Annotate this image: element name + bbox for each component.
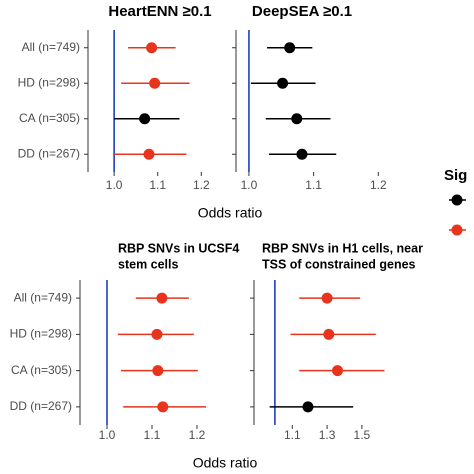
legend-key — [451, 224, 463, 236]
point-estimate — [139, 113, 151, 125]
x-tick-label: 1.5 — [354, 428, 371, 442]
legend-title: Sig — [444, 167, 467, 184]
point-estimate — [332, 365, 344, 377]
panel-title: DeepSEA ≥0.1 — [252, 3, 352, 20]
x-tick-label: 1.2 — [189, 428, 206, 442]
y-tick-label: DD (n=267) — [10, 399, 72, 413]
y-tick-label: All (n=749) — [22, 40, 80, 54]
point-estimate — [323, 328, 335, 340]
legend-key — [451, 194, 463, 206]
point-estimate — [284, 42, 296, 54]
panel-title: TSS of constrained genes — [262, 257, 416, 271]
point-estimate — [156, 292, 168, 304]
x-tick-label: 1.2 — [370, 178, 387, 192]
y-tick-label: HD (n=298) — [10, 327, 72, 341]
point-estimate — [296, 148, 308, 160]
x-axis-title: Odds ratio — [198, 205, 263, 221]
x-tick-label: 1.1 — [284, 428, 301, 442]
point-estimate — [143, 148, 155, 160]
y-tick-label: HD (n=298) — [18, 75, 80, 89]
point-estimate — [291, 113, 303, 125]
y-tick-label: CA (n=305) — [11, 363, 72, 377]
point-estimate — [151, 328, 163, 340]
panel-title: RBP SNVs in UCSF4 — [118, 241, 239, 255]
panel-title: HeartENN ≥0.1 — [108, 3, 211, 20]
x-tick-label: 1.1 — [305, 178, 322, 192]
x-tick-label: 1.1 — [149, 178, 166, 192]
point-estimate — [321, 292, 333, 304]
y-tick-label: DD (n=267) — [18, 146, 80, 160]
x-axis-title: Odds ratio — [193, 455, 258, 471]
point-estimate — [146, 42, 158, 54]
x-tick-label: 1.3 — [319, 428, 336, 442]
point-estimate — [152, 365, 164, 377]
point-estimate — [157, 401, 169, 413]
x-tick-label: 1.1 — [144, 428, 161, 442]
x-tick-label: 1.0 — [241, 178, 258, 192]
y-tick-label: CA (n=305) — [19, 111, 80, 125]
panel-title: stem cells — [118, 257, 179, 271]
x-tick-label: 1.2 — [193, 178, 210, 192]
panel-title: RBP SNVs in H1 cells, near — [262, 241, 423, 255]
point-estimate — [277, 77, 289, 89]
x-tick-label: 1.0 — [99, 428, 116, 442]
x-tick-label: 1.0 — [106, 178, 123, 192]
point-estimate — [302, 401, 314, 413]
y-tick-label: All (n=749) — [14, 290, 72, 304]
point-estimate — [149, 77, 161, 89]
